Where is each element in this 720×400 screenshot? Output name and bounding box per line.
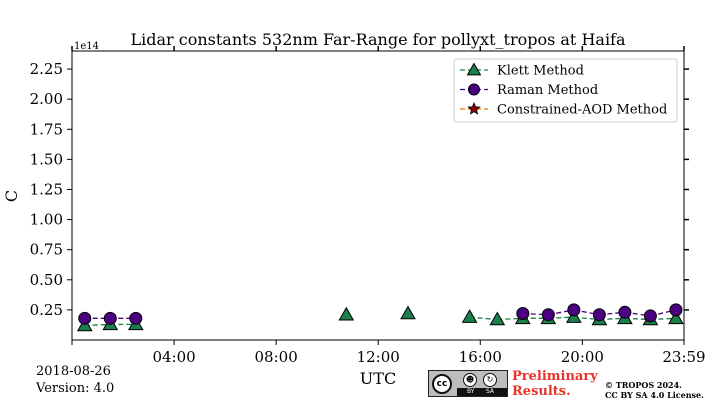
version-label: Version: 4.0 [36,381,115,396]
circle-marker [129,311,143,325]
circle-marker [618,305,632,319]
circle-marker [78,311,92,325]
circle-marker [567,303,581,317]
sa-label: SA [486,388,495,395]
x-tick-label: 04:00 [152,348,195,366]
legend-box [453,58,678,123]
x-tick-label: 08:00 [255,348,298,366]
y-tick-label: 1.50 [30,150,63,168]
legend-label: Raman Method [497,83,598,98]
data-series [76,303,684,332]
series-raman-method [78,303,683,325]
y-axis-label: C [2,190,21,202]
circle-marker [516,307,530,321]
copyright-label: © TROPOS 2024. [605,380,682,390]
by-label: BY [467,388,475,395]
circle-marker [592,308,606,322]
y-tick-label: 2.00 [30,90,63,108]
triangle-marker [489,311,506,326]
cc-icon: cc [432,374,452,394]
results-label: Results. [512,384,571,399]
triangle-marker [338,306,355,321]
y-tick-label: 0.50 [30,271,63,289]
circle-marker [103,311,117,325]
preliminary-label: Preliminary [512,369,598,384]
circle-marker [468,83,480,96]
y-tick-label: 0.75 [30,241,63,259]
circle-marker [541,308,555,322]
y-tick-label: 1.00 [30,211,63,229]
x-tick-label: 23:59 [662,348,705,366]
x-tick-label: 20:00 [561,348,604,366]
license-strip [457,388,507,396]
x-tick-label: 12:00 [357,348,400,366]
legend-label: Constrained-AOD Method [497,103,667,118]
triangle-marker [400,305,416,320]
triangle-marker [668,310,684,325]
x-axis: 04:00 08:00 12:00 16:00 20:00 23:59 [71,46,706,366]
y-tick-label: 2.25 [30,60,63,78]
share-alike-icon: ↻ [483,373,497,387]
cc-license-badge: cc ☻ ↻ BY SA [428,370,508,397]
series-klett-method [76,305,684,332]
y-tick-label: 1.25 [30,180,63,198]
license-label: CC BY SA 4.0 License. [605,390,704,400]
circle-marker [669,303,683,317]
triangle-marker [461,309,478,323]
chart-title: Lidar constants 532nm Far-Range for poll… [130,30,625,49]
star-marker [467,101,481,115]
x-axis-label: UTC [360,369,396,388]
attribution-person-icon: ☻ [463,373,477,387]
legend-label: Klett Method [497,64,584,79]
x-tick-label: 16:00 [459,348,502,366]
triangle-marker [466,62,482,76]
y-tick-label: 1.75 [30,120,63,138]
date-label: 2018-08-26 [36,364,111,379]
legend: Klett Method Raman Method Constrained-AOD … [453,58,678,123]
y-axis: 0.25 0.50 0.75 1.00 1.25 1.50 1.75 2.00 2.25 [30,60,689,319]
y-offset-label: 1e14 [74,41,99,52]
circle-marker [643,309,657,323]
y-tick-label: 0.25 [30,301,63,319]
